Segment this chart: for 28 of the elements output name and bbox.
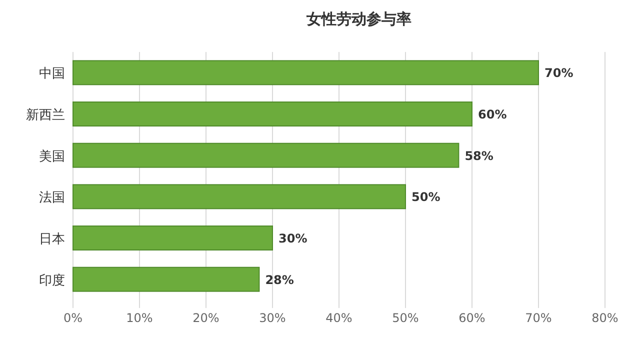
y-tick-label: 日本 (39, 232, 65, 247)
x-tick-label: 40% (326, 311, 352, 325)
x-tick-label: 60% (458, 311, 486, 325)
x-tick-label: 10% (126, 311, 153, 325)
bar (72, 184, 406, 210)
bar (72, 142, 460, 168)
x-tick-label: 70% (525, 311, 552, 325)
x-tick-label: 20% (192, 311, 220, 325)
data-label: 58% (464, 148, 494, 163)
y-tick-label: 美国 (39, 148, 65, 164)
x-tick-label: 0% (63, 311, 83, 325)
data-label: 50% (412, 190, 440, 204)
y-tick-label: 法国 (39, 190, 65, 206)
bar (72, 60, 539, 86)
data-label: 60% (478, 108, 507, 122)
y-tick-label: 印度 (39, 272, 65, 288)
chart-title: 女性劳动参与率 (306, 10, 412, 28)
x-tick-label: 50% (392, 311, 419, 325)
bar (72, 102, 472, 126)
y-tick-label: 中国 (39, 66, 65, 82)
data-label: 70% (544, 66, 574, 80)
bar (72, 266, 260, 292)
bar (72, 226, 273, 250)
data-label: 28% (265, 272, 294, 287)
x-tick-label: 30% (259, 311, 286, 325)
data-label: 30% (278, 232, 308, 246)
y-tick-label: 新西兰 (26, 108, 65, 123)
x-tick-label: 80% (592, 311, 618, 325)
